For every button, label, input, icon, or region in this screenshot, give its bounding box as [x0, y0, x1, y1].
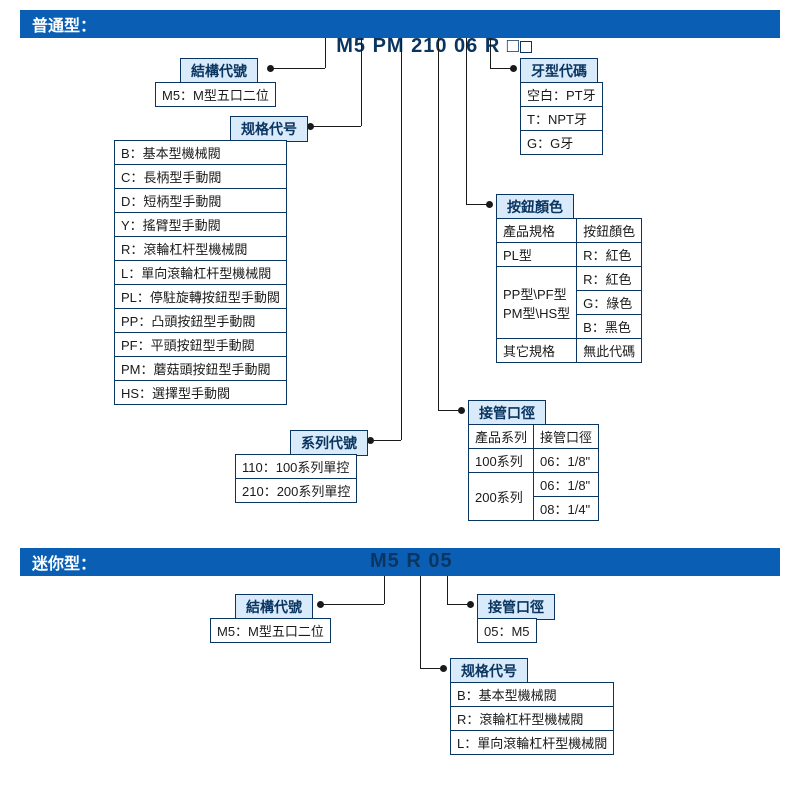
title-spec-2: 规格代号	[450, 658, 528, 684]
dot-struct-2	[317, 601, 324, 608]
section-2-label: 迷你型：	[32, 550, 96, 574]
table-pipe-2: 05：M5	[477, 618, 537, 643]
dot-series	[367, 437, 374, 444]
table-pipe-1: 產品系列 接管口徑 100系列 06：1/8" 200系列 06：1/8" 08…	[468, 424, 599, 521]
dot-pipe-2	[467, 601, 474, 608]
dot-struct	[267, 65, 274, 72]
dot-color	[486, 201, 493, 208]
diagram-root: 普通型： M5 PM 210 06 R □ 結構代號 M5：M型五口二位 规格代…	[0, 0, 800, 808]
section-2-code: M5 R 05	[370, 550, 453, 573]
dot-pipe	[458, 407, 465, 414]
dot-spec	[307, 123, 314, 130]
title-spec-1: 规格代号	[230, 116, 308, 142]
title-color-1: 按鈕顏色	[496, 194, 574, 220]
table-spec-2: B：基本型機械閥 R：滾輪杠杆型機械閥 L：單向滾輪杠杆型機械閥	[450, 682, 614, 755]
table-struct-1: M5：M型五口二位	[155, 82, 276, 107]
section-1-label: 普通型：	[32, 12, 96, 36]
section-1-code: M5 PM 210 06 R □	[310, 12, 532, 81]
title-series-1: 系列代號	[290, 430, 368, 456]
table-thread-1: 空白：PT牙 T：NPT牙 G：G牙	[520, 82, 603, 155]
dot-thread	[510, 65, 517, 72]
title-struct-2: 結構代號	[235, 594, 313, 620]
table-struct-2: M5：M型五口二位	[210, 618, 331, 643]
table-spec-1: B：基本型機械閥 C：長柄型手動閥 D：短柄型手動閥 Y：搖臂型手動閥 R：滾輪…	[114, 140, 287, 405]
table-series-1: 110：100系列單控 210：200系列單控	[235, 454, 357, 503]
title-pipe-1: 接管口徑	[468, 400, 546, 426]
title-pipe-2: 接管口徑	[477, 594, 555, 620]
table-color-1: 產品規格 按鈕顏色 PL型 R：紅色 PP型\PF型 PM型\HS型 R：紅色 …	[496, 218, 642, 363]
title-struct-1: 結構代號	[180, 58, 258, 84]
dot-spec-2	[440, 665, 447, 672]
title-thread-1: 牙型代碼	[520, 58, 598, 84]
